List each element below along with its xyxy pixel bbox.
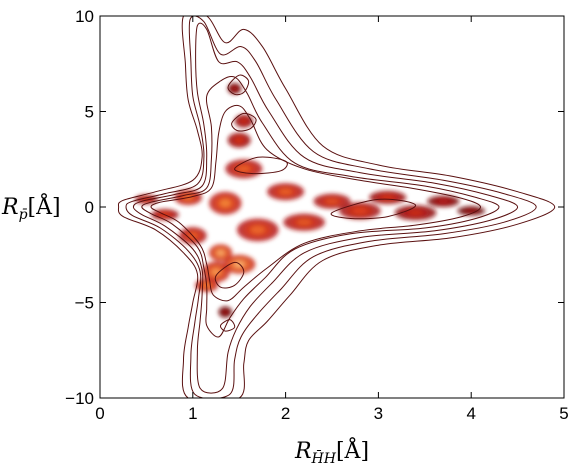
density-hotspot-18-level-2 — [408, 210, 423, 216]
contour-line-9 — [220, 319, 236, 332]
x-tick-label-4: 4 — [466, 404, 475, 423]
density-hotspot-20-level-2 — [466, 209, 477, 213]
density-hotspot-12-level-2 — [250, 225, 266, 234]
x-axis-label: RH̄H[Å] — [294, 436, 369, 463]
y-tick-label-3: 5 — [85, 103, 94, 122]
contour-lines — [117, 16, 556, 398]
x-axis-label-symbol: R — [294, 439, 312, 463]
density-hotspot-9-level-2 — [237, 165, 251, 173]
x-axis-label-subscript: H̄H — [311, 449, 337, 463]
contour-line-3 — [141, 75, 500, 338]
density-hotspot-4-level-2 — [211, 268, 221, 276]
density-hotspot-21-level-2 — [232, 86, 237, 91]
contour-line-5 — [231, 112, 257, 132]
y-tick-label-1: −5 — [75, 294, 94, 313]
density-hotspot-15-level-2 — [325, 198, 339, 204]
density-hotspot-17-level-2 — [381, 195, 395, 200]
contour-line-8 — [214, 261, 245, 289]
density-hotspot-16-level-2 — [352, 207, 368, 214]
contour-line-0 — [117, 16, 556, 398]
y-axis-label-symbol: R — [1, 195, 19, 220]
y-tick-label-2: 0 — [85, 198, 94, 217]
y-tick-label-4: 10 — [75, 7, 94, 26]
y-tick-labels: −10 −5 0 5 10 — [65, 7, 94, 408]
axis-ticks — [99, 15, 565, 399]
x-tick-label-5: 5 — [559, 404, 568, 423]
density-hotspot-11-level-2 — [240, 118, 248, 124]
x-tick-label-1: 1 — [188, 404, 197, 423]
density-hotspot-22-level-2 — [222, 310, 228, 315]
density-hotspot-5-level-2 — [216, 249, 225, 256]
y-tick-label-0: −10 — [65, 389, 94, 408]
density-hotspot-13-level-2 — [279, 188, 293, 195]
contour-line-4 — [150, 104, 482, 302]
x-axis-label-unit: [Å] — [336, 436, 369, 463]
density-hotspot-14-level-2 — [296, 219, 312, 226]
contour-line-10 — [330, 198, 417, 220]
contour-line-7 — [234, 156, 288, 175]
contour-line-6 — [227, 74, 250, 96]
x-tick-label-3: 3 — [374, 404, 383, 423]
y-axis-label-subscript: p̄ — [19, 207, 28, 223]
x-tick-label-2: 2 — [281, 404, 290, 423]
y-axis-label-unit: [Å] — [28, 192, 61, 220]
x-tick-label-0: 0 — [95, 404, 104, 423]
y-axis-label: Rp̄[Å] — [1, 192, 61, 223]
contour-line-2 — [132, 22, 519, 394]
x-tick-labels: 0 1 2 3 4 5 — [95, 404, 568, 423]
density-hotspot-10-level-2 — [235, 137, 244, 143]
contour-line-1 — [125, 16, 537, 398]
density-hotspot-19-level-2 — [437, 199, 450, 204]
density-hotspot-8-level-2 — [219, 199, 231, 208]
